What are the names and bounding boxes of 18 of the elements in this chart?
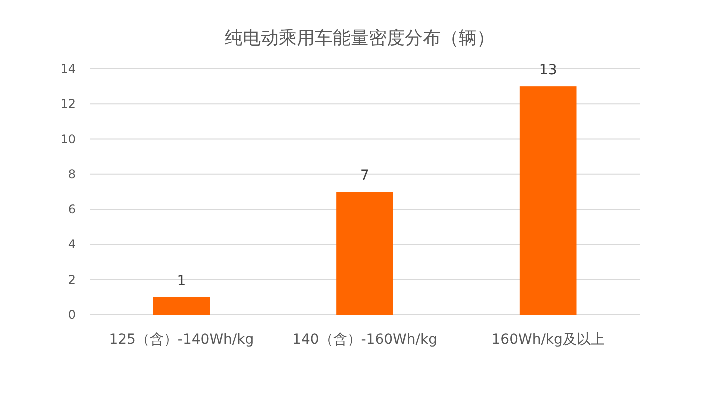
y-tick-label: 2 [68, 272, 76, 287]
y-tick-label: 8 [68, 167, 76, 182]
bar [520, 86, 577, 315]
bar [336, 192, 394, 315]
x-tick-label: 140（含）-160Wh/kg [292, 332, 438, 348]
bar [153, 297, 210, 315]
data-label: 13 [539, 62, 558, 79]
y-tick-label: 4 [68, 238, 76, 252]
y-tick-label: 0 [68, 308, 76, 322]
x-tick-label: 160Wh/kg及以上 [492, 332, 605, 348]
y-tick-label: 6 [68, 202, 76, 217]
y-tick-label: 14 [60, 62, 76, 76]
data-label: 7 [360, 168, 370, 184]
data-label: 1 [177, 273, 186, 290]
y-tick-label: 12 [60, 97, 76, 112]
x-tick-label: 125（含）-140Wh/kg [109, 332, 254, 348]
y-tick-label: 10 [60, 132, 76, 146]
chart-title: 纯电动乘用车能量密度分布（辆） [225, 28, 495, 49]
